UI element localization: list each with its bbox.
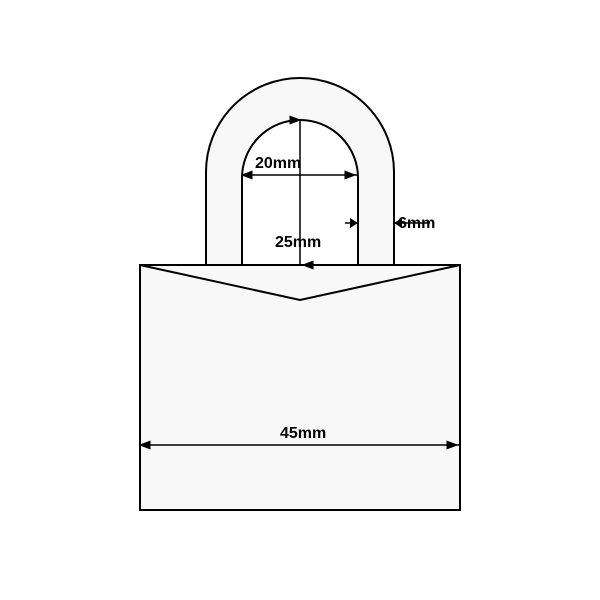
dim-20mm-label: 20mm xyxy=(255,155,301,172)
dim-25mm-label: 25mm xyxy=(275,234,321,251)
padlock-diagram: 45mm 20mm 25mm 6mm xyxy=(0,0,600,600)
dim-6mm-label: 6mm xyxy=(398,215,435,232)
dim-45mm-label: 45mm xyxy=(280,425,326,442)
lock-body xyxy=(140,265,460,510)
dim-6mm-left-arrowhead xyxy=(350,218,358,228)
